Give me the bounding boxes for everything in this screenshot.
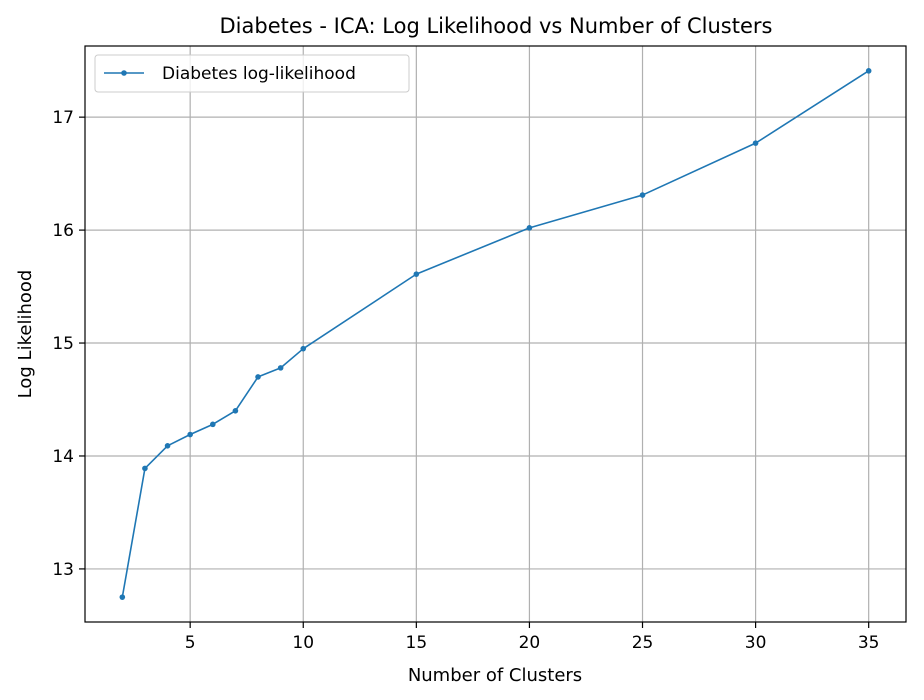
- legend-marker-swatch: [121, 70, 127, 76]
- x-axis-title: Number of Clusters: [408, 665, 582, 686]
- data-point: [526, 225, 533, 231]
- data-point: [413, 271, 420, 277]
- data-point: [277, 365, 284, 371]
- x-tick-label: 25: [632, 633, 654, 653]
- y-tick-label: 17: [52, 108, 74, 128]
- series-line: [121, 70, 870, 598]
- data-point: [300, 345, 307, 352]
- legend-label: Diabetes log-likelihood: [162, 64, 356, 84]
- data-point: [119, 594, 126, 600]
- data-point: [164, 443, 171, 449]
- x-tick-label: 30: [745, 633, 767, 653]
- y-tick-label: 14: [52, 447, 74, 467]
- data-point: [865, 68, 872, 74]
- y-axis-title: Log Likelihood: [15, 270, 36, 399]
- data-point: [752, 140, 759, 146]
- y-tick-label: 15: [52, 334, 74, 354]
- x-tick-label: 5: [185, 633, 196, 653]
- y-tick-label: 13: [52, 560, 74, 580]
- data-point: [255, 374, 261, 380]
- y-tick-label: 16: [52, 221, 74, 241]
- x-tick-label: 35: [858, 633, 880, 653]
- x-tick-label: 10: [292, 633, 314, 653]
- chart-title: Diabetes - ICA: Log Likelihood vs Number…: [220, 14, 773, 38]
- x-tick-label: 20: [519, 633, 541, 653]
- axis-ticks: 5 10 15 20 25 30 35 13 14 15 16 17: [52, 108, 879, 653]
- data-point: [209, 421, 216, 428]
- data-point: [187, 431, 193, 438]
- plot-frame: [84, 45, 907, 623]
- x-tick-label: 15: [406, 633, 428, 653]
- series-layer: [119, 68, 872, 600]
- data-point: [639, 192, 646, 198]
- data-point: [232, 408, 239, 414]
- legend: Diabetes log-likelihood: [94, 54, 410, 93]
- data-point: [142, 465, 148, 472]
- legend-box: [94, 54, 410, 93]
- plot-area: 5 10 15 20 25 30 35 13 14 15 16 17: [52, 45, 907, 653]
